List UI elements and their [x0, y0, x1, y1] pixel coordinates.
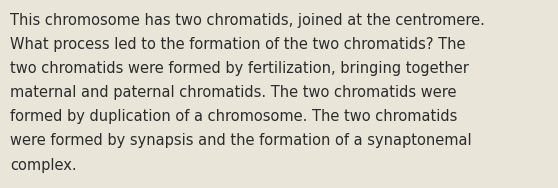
Text: This chromosome has two chromatids, joined at the centromere.: This chromosome has two chromatids, join… — [10, 13, 485, 28]
Text: were formed by synapsis and the formation of a synaptonemal: were formed by synapsis and the formatio… — [10, 133, 472, 149]
Text: What process led to the formation of the two chromatids? The: What process led to the formation of the… — [10, 37, 465, 52]
Text: formed by duplication of a chromosome. The two chromatids: formed by duplication of a chromosome. T… — [10, 109, 458, 124]
Text: two chromatids were formed by fertilization, bringing together: two chromatids were formed by fertilizat… — [10, 61, 469, 76]
Text: maternal and paternal chromatids. The two chromatids were: maternal and paternal chromatids. The tw… — [10, 85, 456, 100]
Text: complex.: complex. — [10, 158, 76, 173]
